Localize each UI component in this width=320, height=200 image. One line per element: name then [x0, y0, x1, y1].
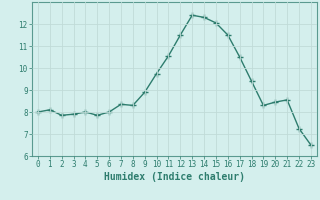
X-axis label: Humidex (Indice chaleur): Humidex (Indice chaleur): [104, 172, 245, 182]
